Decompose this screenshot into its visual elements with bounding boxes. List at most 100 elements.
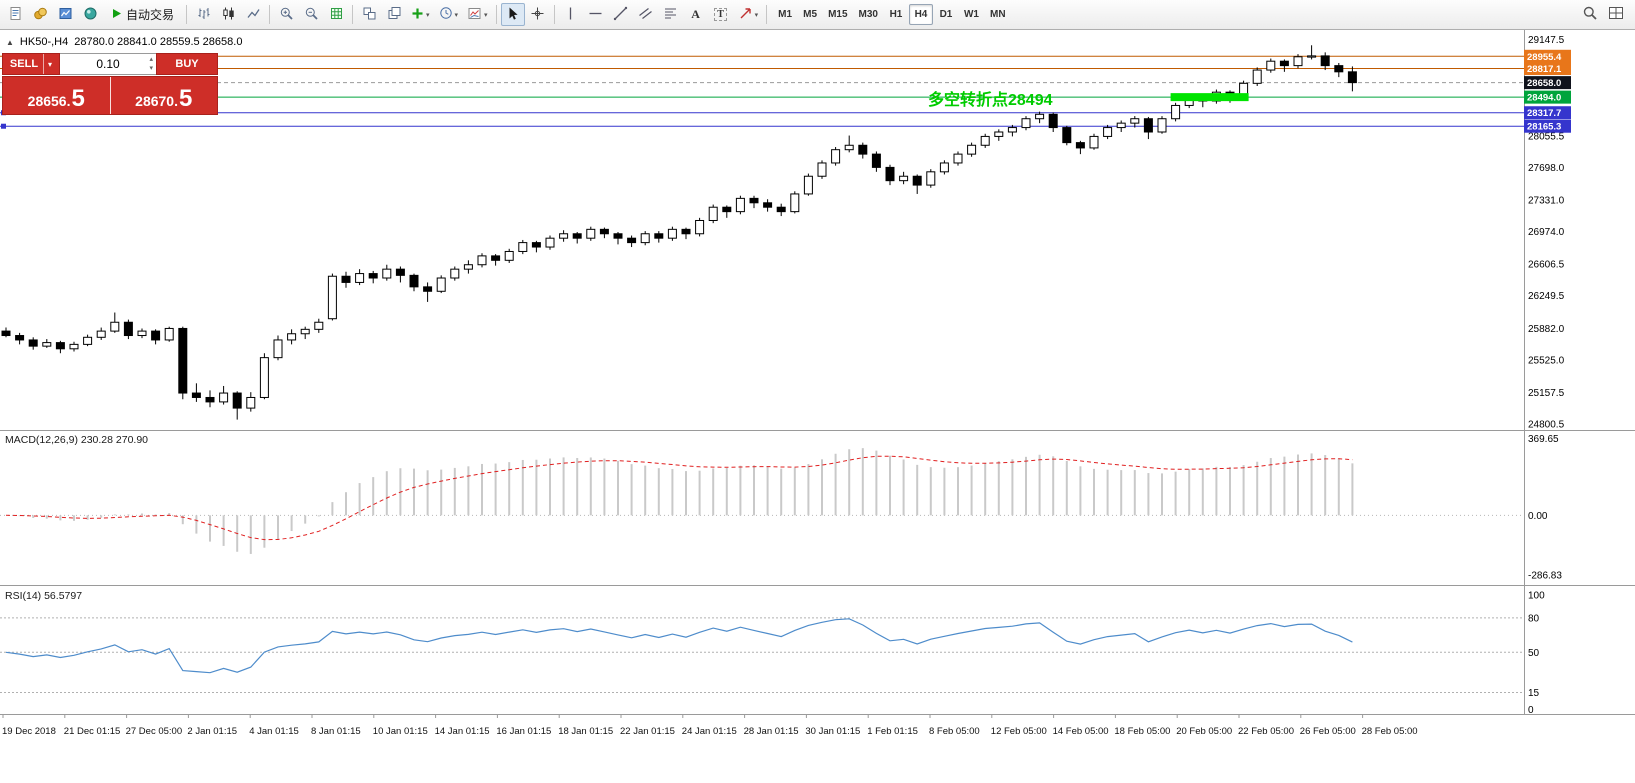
trade-prices-row: 28656. 5 28670. 5 bbox=[2, 76, 218, 115]
text-icon: A bbox=[691, 7, 700, 21]
level-lines-layer[interactable] bbox=[0, 55, 1524, 129]
channel-tool-button[interactable] bbox=[634, 3, 658, 26]
timeframe-mn-button[interactable]: MN bbox=[985, 4, 1011, 25]
axes-layer: 29147.5 28055.5 27698.0 27331.0 26974.0 26606… bbox=[0, 30, 1635, 737]
svg-text:2 Jan 01:15: 2 Jan 01:15 bbox=[187, 726, 237, 737]
chevron-down-icon: ▾ bbox=[484, 11, 488, 19]
volume-spinner[interactable]: ▴ ▾ bbox=[149, 56, 153, 74]
market-watch-button[interactable] bbox=[28, 3, 52, 26]
svg-text:50: 50 bbox=[1528, 648, 1540, 659]
timeframe-m30-button[interactable]: M30 bbox=[854, 4, 883, 25]
sell-dropdown-caret[interactable]: ▾ bbox=[43, 54, 52, 74]
buy-label: BUY bbox=[175, 58, 199, 70]
line-chart-icon bbox=[246, 6, 261, 24]
buy-button[interactable]: BUY bbox=[156, 53, 218, 75]
svg-text:80: 80 bbox=[1528, 613, 1540, 624]
line-chart-button[interactable] bbox=[241, 3, 265, 26]
svg-text:28055.5: 28055.5 bbox=[1528, 131, 1565, 142]
buy-price[interactable]: 28670. 5 bbox=[111, 77, 218, 114]
sell-price-main: 28656. bbox=[27, 93, 71, 109]
cursor-tool-button[interactable] bbox=[500, 3, 525, 26]
add-indicator-button[interactable]: ▾ bbox=[407, 3, 434, 26]
globe-icon bbox=[83, 6, 98, 24]
timeframe-m5-button[interactable]: M5 bbox=[798, 4, 822, 25]
bar-chart-button[interactable] bbox=[191, 3, 215, 26]
toolbar-separator bbox=[553, 5, 555, 24]
svg-text:4 Jan 01:15: 4 Jan 01:15 bbox=[249, 726, 299, 737]
auto-trading-button[interactable]: 自动交易 bbox=[103, 3, 182, 26]
timeframe-m15-button[interactable]: M15 bbox=[823, 4, 852, 25]
timeframe-toolbar: M1 M5 M15 M30 H1 H4 D1 W1 MN bbox=[773, 4, 1010, 25]
timeframe-m1-button[interactable]: M1 bbox=[773, 4, 797, 25]
svg-text:19 Dec 2018: 19 Dec 2018 bbox=[2, 726, 56, 737]
svg-text:100: 100 bbox=[1528, 590, 1545, 601]
ohlc-bars-icon bbox=[196, 6, 211, 24]
zoom-out-button[interactable] bbox=[299, 3, 323, 26]
svg-text:25525.0: 25525.0 bbox=[1528, 355, 1565, 366]
templates-menu-button[interactable]: ▾ bbox=[463, 3, 492, 26]
toolbar-right-group bbox=[1578, 3, 1632, 26]
sell-button[interactable]: SELL ▾ bbox=[2, 53, 60, 75]
timeframe-w1-button[interactable]: W1 bbox=[959, 4, 984, 25]
chevron-down-icon: ▾ bbox=[754, 11, 759, 19]
vertical-line-tool-button[interactable] bbox=[559, 3, 583, 26]
auto-trading-label: 自动交易 bbox=[126, 8, 175, 22]
trade-buttons-row: SELL ▾ 0.10 ▴ ▾ BUY bbox=[2, 53, 218, 75]
turning-point-annotation[interactable]: 多空转折点28494 bbox=[928, 92, 1053, 109]
grid-toggle-button[interactable] bbox=[324, 3, 348, 26]
svg-text:24800.5: 24800.5 bbox=[1528, 419, 1565, 430]
svg-text:27698.0: 27698.0 bbox=[1528, 163, 1565, 174]
new-chart-button[interactable] bbox=[53, 3, 77, 26]
spinner-down-icon[interactable]: ▾ bbox=[149, 65, 153, 72]
price-scale[interactable] bbox=[1524, 30, 1635, 714]
label-tool-button[interactable]: T bbox=[709, 3, 733, 26]
navigator-button[interactable] bbox=[78, 3, 102, 26]
svg-text:27331.0: 27331.0 bbox=[1528, 196, 1565, 207]
clock-icon bbox=[439, 6, 453, 23]
volume-value: 0.10 bbox=[96, 57, 120, 71]
fibonacci-tool-button[interactable] bbox=[659, 3, 683, 26]
buy-price-main: 28670. bbox=[135, 93, 178, 109]
chart-canvas[interactable]: 29147.5 28055.5 27698.0 27331.0 26974.0 26606… bbox=[0, 30, 1635, 783]
trendline-tool-button[interactable] bbox=[609, 3, 633, 26]
svg-text:1 Feb 01:15: 1 Feb 01:15 bbox=[867, 726, 918, 737]
periods-menu-button[interactable]: ▾ bbox=[435, 3, 463, 26]
main-toolbar: 自动交易 ▾ ▾ ▾ A T ▾ M1 M5 M15 M30 H1 H4 D1 W1 MN bbox=[0, 0, 1635, 30]
time-scale[interactable] bbox=[0, 714, 1635, 759]
macd-indicator-label: MACD(12,26,9) 230.28 270.90 bbox=[5, 434, 149, 446]
timeframe-h1-button[interactable]: H1 bbox=[884, 4, 908, 25]
zoom-in-button[interactable] bbox=[274, 3, 298, 26]
svg-text:28658.0: 28658.0 bbox=[1527, 78, 1561, 89]
search-icon bbox=[1582, 5, 1598, 24]
candles-layer bbox=[1, 45, 1357, 420]
cascade-windows-button[interactable] bbox=[382, 3, 406, 26]
chart-layout-button[interactable] bbox=[1604, 3, 1628, 26]
spinner-up-icon[interactable]: ▴ bbox=[149, 56, 153, 63]
sell-label: SELL bbox=[9, 58, 39, 70]
candlestick-chart-button[interactable] bbox=[216, 3, 240, 26]
new-order-button[interactable] bbox=[3, 3, 27, 26]
shapes-menu-button[interactable]: ▾ bbox=[734, 3, 763, 26]
svg-text:26249.5: 26249.5 bbox=[1528, 291, 1565, 302]
candlestick-icon bbox=[221, 6, 236, 24]
svg-text:14 Jan 01:15: 14 Jan 01:15 bbox=[435, 726, 490, 737]
toolbar-separator bbox=[352, 5, 354, 24]
text-tool-button[interactable]: A bbox=[684, 3, 708, 26]
zoom-out-icon bbox=[304, 6, 319, 24]
volume-input[interactable]: 0.10 ▴ ▾ bbox=[60, 53, 156, 75]
macd-layer bbox=[0, 448, 1524, 554]
svg-text:28 Feb 05:00: 28 Feb 05:00 bbox=[1362, 726, 1418, 737]
crosshair-tool-button[interactable] bbox=[526, 3, 550, 26]
sell-price[interactable]: 28656. 5 bbox=[3, 77, 111, 114]
toolbar-separator bbox=[186, 5, 188, 24]
svg-text:29147.5: 29147.5 bbox=[1528, 35, 1565, 46]
svg-text:25157.5: 25157.5 bbox=[1528, 388, 1565, 399]
tile-windows-button[interactable] bbox=[357, 3, 381, 26]
chart-window: 29147.5 28055.5 27698.0 27331.0 26974.0 26606… bbox=[0, 30, 1635, 783]
search-button[interactable] bbox=[1578, 3, 1602, 26]
svg-text:21 Dec 01:15: 21 Dec 01:15 bbox=[64, 726, 121, 737]
horizontal-line-tool-button[interactable] bbox=[584, 3, 608, 26]
timeframe-h4-button[interactable]: H4 bbox=[908, 4, 933, 25]
label-icon: T bbox=[714, 8, 727, 21]
timeframe-d1-button[interactable]: D1 bbox=[934, 4, 958, 25]
